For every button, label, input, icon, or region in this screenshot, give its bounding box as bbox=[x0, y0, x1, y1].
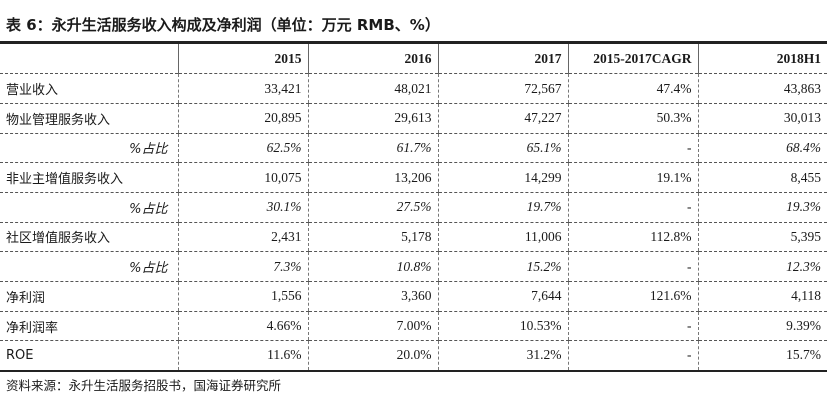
table-cell: 4,118 bbox=[697, 281, 827, 312]
table-row: %占比 62.5% 61.7% 65.1% - 68.4% bbox=[0, 133, 827, 164]
table-cell: 121.6% bbox=[567, 281, 698, 312]
table-cell: 14,299 bbox=[437, 162, 568, 193]
header-cell: 2015-2017CAGR bbox=[567, 44, 698, 75]
row-label: %占比 bbox=[0, 251, 178, 282]
table-cell: 10.8% bbox=[307, 251, 438, 282]
table-cell: 43,863 bbox=[697, 73, 827, 104]
table-row: %占比 7.3% 10.8% 15.2% - 12.3% bbox=[0, 251, 827, 282]
table-cell: 8,455 bbox=[697, 162, 827, 193]
table-cell: 19.3% bbox=[697, 192, 827, 223]
top-rule bbox=[0, 41, 827, 44]
table-cell: 50.3% bbox=[567, 103, 698, 134]
table-cell: 7,644 bbox=[437, 281, 568, 312]
table-cell: 19.7% bbox=[437, 192, 568, 223]
table-cell: 3,360 bbox=[307, 281, 438, 312]
table-cell: 20,895 bbox=[177, 103, 308, 134]
table-cell: 62.5% bbox=[177, 133, 308, 164]
table-cell: 13,206 bbox=[307, 162, 438, 193]
table-cell: 29,613 bbox=[307, 103, 438, 134]
row-label: 社区增值服务收入 bbox=[0, 222, 178, 253]
header-row: 2015 2016 2017 2015-2017CAGR 2018H1 bbox=[0, 44, 827, 75]
table-title: 表 6：永升生活服务收入构成及净利润（单位：万元 RMB、%） bbox=[6, 16, 440, 34]
table-row: 营业收入 33,421 48,021 72,567 47.4% 43,863 bbox=[0, 73, 827, 104]
table-cell: 19.1% bbox=[567, 162, 698, 193]
row-label: 净利润 bbox=[0, 281, 178, 312]
table-cell: 4.66% bbox=[177, 311, 308, 342]
table-cell: 65.1% bbox=[437, 133, 568, 164]
table-cell: 10.53% bbox=[437, 311, 568, 342]
table-row: 物业管理服务收入 20,895 29,613 47,227 50.3% 30,0… bbox=[0, 103, 827, 134]
table-cell: - bbox=[567, 251, 698, 282]
row-label: %占比 bbox=[0, 133, 178, 164]
header-cell: 2017 bbox=[437, 44, 568, 75]
table-cell: 31.2% bbox=[437, 340, 568, 372]
row-label: ROE bbox=[0, 340, 178, 372]
table-row: 非业主增值服务收入 10,075 13,206 14,299 19.1% 8,4… bbox=[0, 162, 827, 193]
table-row: 净利润 1,556 3,360 7,644 121.6% 4,118 bbox=[0, 281, 827, 312]
header-cell: 2015 bbox=[177, 44, 308, 75]
table-cell: - bbox=[567, 192, 698, 223]
table-cell: 7.3% bbox=[177, 251, 308, 282]
header-cell bbox=[0, 44, 178, 75]
table-cell: 5,178 bbox=[307, 222, 438, 253]
table-cell: 48,021 bbox=[307, 73, 438, 104]
table-cell: - bbox=[567, 311, 698, 342]
table-cell: 27.5% bbox=[307, 192, 438, 223]
table-row: 净利润率 4.66% 7.00% 10.53% - 9.39% bbox=[0, 311, 827, 342]
table-cell: 15.2% bbox=[437, 251, 568, 282]
table-cell: 33,421 bbox=[177, 73, 308, 104]
revenue-table: 2015 2016 2017 2015-2017CAGR 2018H1 营业收入… bbox=[0, 44, 827, 372]
table-cell: 47,227 bbox=[437, 103, 568, 134]
table-cell: 5,395 bbox=[697, 222, 827, 253]
table-cell: 10,075 bbox=[177, 162, 308, 193]
table-cell: - bbox=[567, 340, 698, 372]
table-row: 社区增值服务收入 2,431 5,178 11,006 112.8% 5,395 bbox=[0, 222, 827, 253]
table-cell: 30.1% bbox=[177, 192, 308, 223]
table-cell: 2,431 bbox=[177, 222, 308, 253]
table-cell: 47.4% bbox=[567, 73, 698, 104]
table-cell: 12.3% bbox=[697, 251, 827, 282]
table-cell: 112.8% bbox=[567, 222, 698, 253]
table-cell: 7.00% bbox=[307, 311, 438, 342]
source-note: 资料来源：永升生活服务招股书，国海证券研究所 bbox=[6, 378, 282, 393]
header-cell: 2016 bbox=[307, 44, 438, 75]
table-row: %占比 30.1% 27.5% 19.7% - 19.3% bbox=[0, 192, 827, 223]
table-cell: 15.7% bbox=[697, 340, 827, 372]
table-row: ROE 11.6% 20.0% 31.2% - 15.7% bbox=[0, 340, 827, 372]
header-cell: 2018H1 bbox=[697, 44, 827, 75]
table-cell: 20.0% bbox=[307, 340, 438, 372]
table-cell: 61.7% bbox=[307, 133, 438, 164]
table-cell: 68.4% bbox=[697, 133, 827, 164]
table-cell: 1,556 bbox=[177, 281, 308, 312]
row-label: 非业主增值服务收入 bbox=[0, 162, 178, 193]
table-cell: 72,567 bbox=[437, 73, 568, 104]
table-cell: 11.6% bbox=[177, 340, 308, 372]
table-cell: - bbox=[567, 133, 698, 164]
table-cell: 30,013 bbox=[697, 103, 827, 134]
table-cell: 9.39% bbox=[697, 311, 827, 342]
row-label: 物业管理服务收入 bbox=[0, 103, 178, 134]
row-label: 净利润率 bbox=[0, 311, 178, 342]
row-label: 营业收入 bbox=[0, 73, 178, 104]
table-cell: 11,006 bbox=[437, 222, 568, 253]
row-label: %占比 bbox=[0, 192, 178, 223]
